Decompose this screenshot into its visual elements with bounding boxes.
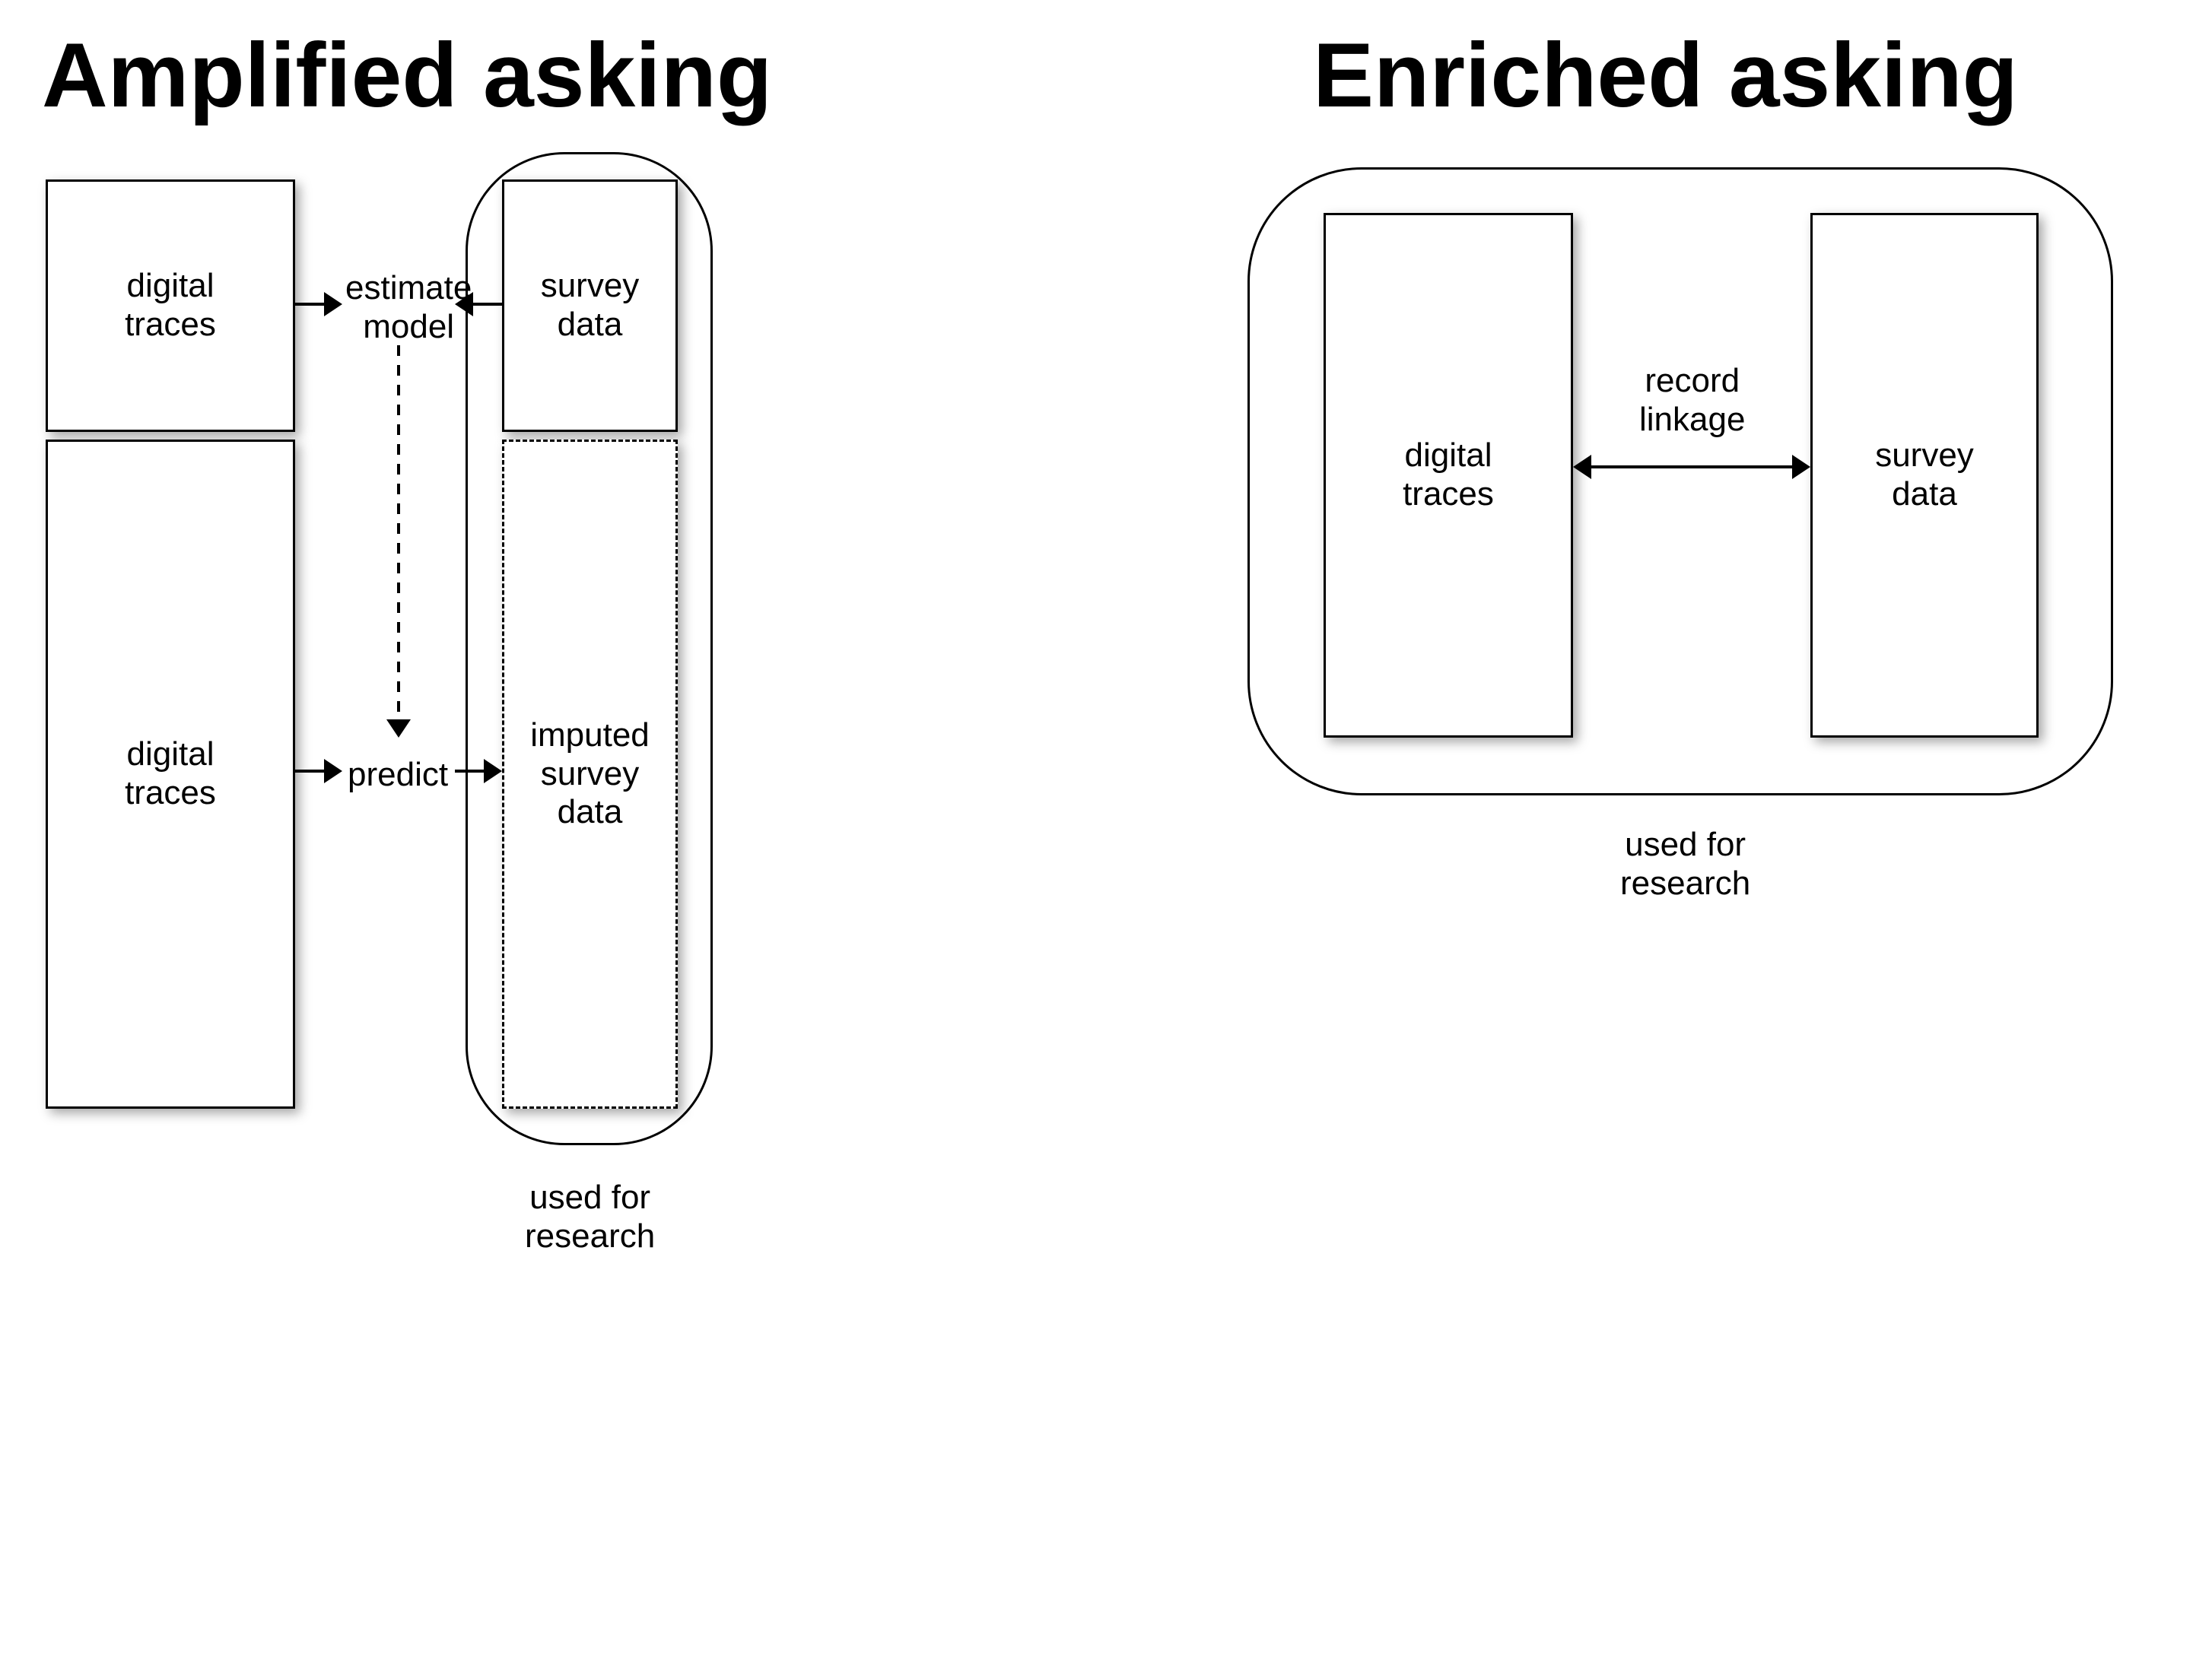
amplified-imputed-survey-data: imputedsurveydata bbox=[502, 440, 678, 1109]
enriched-digital-traces: digitaltraces bbox=[1324, 213, 1573, 738]
box-label: digitaltraces bbox=[125, 735, 216, 812]
label-predict: predict bbox=[348, 756, 448, 795]
label-record-linkage: recordlinkage bbox=[1639, 362, 1745, 439]
box-label: imputedsurveydata bbox=[530, 716, 650, 832]
enriched-caption: used forresearch bbox=[1620, 826, 1750, 903]
box-label: digitaltraces bbox=[125, 267, 216, 344]
box-label: surveydata bbox=[1875, 436, 1974, 513]
diagram-canvas: Amplified asking Enriched asking digital… bbox=[0, 0, 2212, 1657]
amplified-caption: used forresearch bbox=[525, 1179, 655, 1255]
amplified-digital-traces-top: digitaltraces bbox=[46, 179, 295, 432]
amplified-survey-data: surveydata bbox=[502, 179, 678, 432]
enriched-survey-data: surveydata bbox=[1810, 213, 2039, 738]
label-estimate-model: estimatemodel bbox=[345, 269, 472, 346]
box-label: surveydata bbox=[541, 267, 640, 344]
title-enriched: Enriched asking bbox=[1313, 23, 2018, 128]
amplified-digital-traces-bottom: digitaltraces bbox=[46, 440, 295, 1109]
title-amplified: Amplified asking bbox=[42, 23, 772, 128]
box-label: digitaltraces bbox=[1403, 436, 1494, 513]
